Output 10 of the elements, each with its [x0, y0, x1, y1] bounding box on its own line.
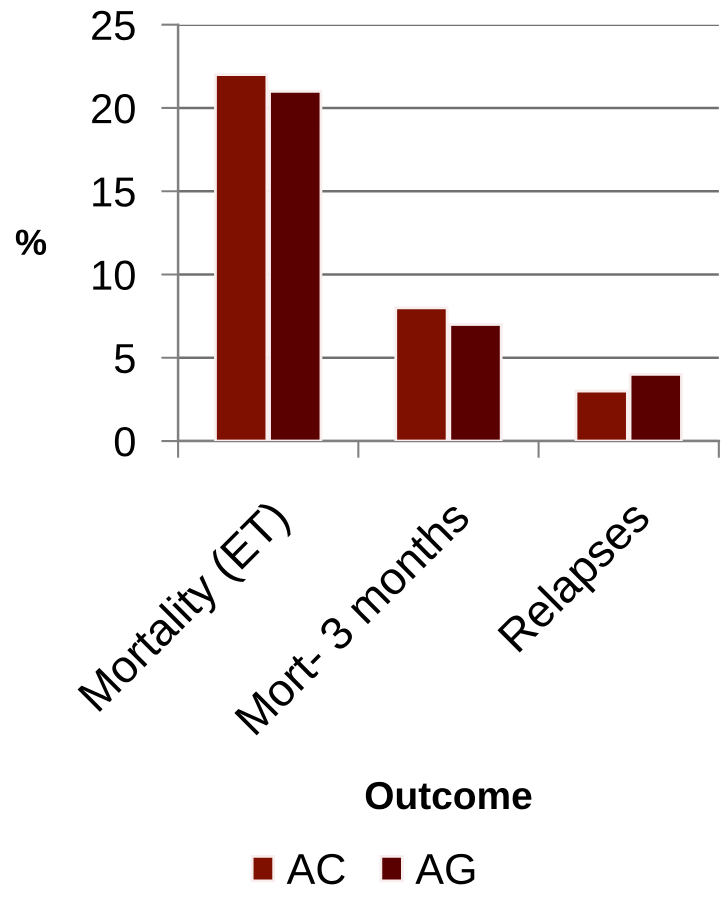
y-tick-label: 15 — [93, 178, 135, 207]
y-axis-title: % — [16, 230, 46, 255]
legend-label: AG — [415, 854, 474, 884]
y-tick-label: 0 — [114, 427, 135, 457]
y-tick-label: 10 — [93, 260, 135, 290]
legend-label: AC — [286, 854, 345, 884]
y-tick-label: 25 — [92, 10, 135, 40]
x-axis-title: Outcome — [366, 782, 532, 810]
y-tick-label: 20 — [92, 94, 135, 124]
y-tick-label: 5 — [114, 344, 135, 374]
